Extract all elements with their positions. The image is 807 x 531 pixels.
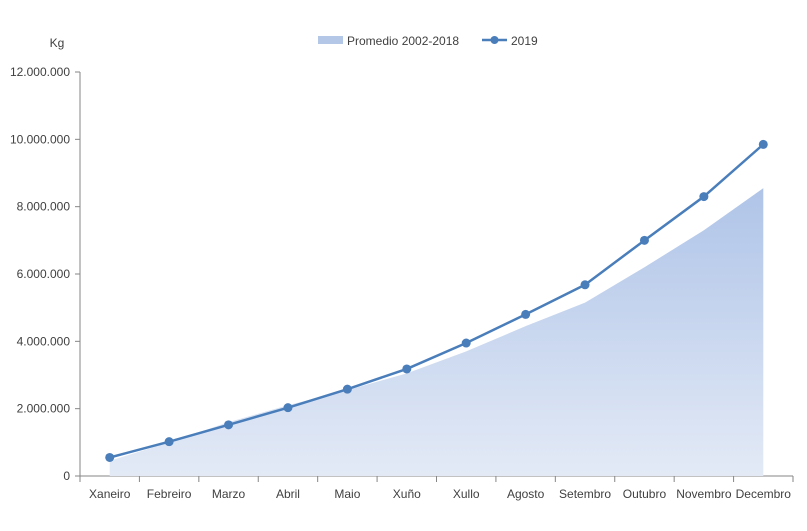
legend: Promedio 2002-2018 2019 [318, 34, 538, 48]
y-tick-label: 10.000.000 [10, 132, 70, 146]
average-area [109, 188, 764, 476]
series-2019-line [109, 143, 765, 459]
series-2019-point [164, 437, 174, 447]
y-tick-label: 12.000.000 [10, 65, 70, 79]
y-tick-label: 4.000.000 [17, 334, 71, 348]
average-area-layer [109, 188, 764, 476]
legend-swatch-average [318, 36, 343, 44]
x-tick-label: Febreiro [147, 487, 192, 501]
y-axis-label: Kg [50, 36, 65, 50]
series-2019-point [639, 235, 649, 245]
series-2019-point [521, 309, 531, 319]
legend-swatch-2019-marker [490, 36, 499, 44]
x-tick-label: Xaneiro [89, 487, 131, 501]
axes: 0 2.000.000 4.000.000 6.000.000 8.000.000 10.… [10, 65, 794, 501]
y-tick-label: 0 [63, 469, 70, 483]
legend-label-2019: 2019 [511, 34, 538, 48]
y-tick-label: 2.000.000 [17, 402, 71, 416]
series-2019-layer [105, 139, 768, 462]
x-tick-label: Outubro [623, 487, 667, 501]
x-tick-label: Maio [334, 487, 360, 501]
y-tick-label: 8.000.000 [17, 200, 71, 214]
x-tick-label: Marzo [212, 487, 246, 501]
x-tick-label: Abril [276, 487, 300, 501]
x-tick-label: Xuño [393, 487, 421, 501]
series-2019-point [105, 452, 115, 462]
series-2019-point [342, 384, 352, 394]
series-2019-point [580, 280, 590, 290]
x-tick-label: Setembro [559, 487, 611, 501]
x-tick-label: Novembro [676, 487, 732, 501]
y-tick-label: 6.000.000 [17, 267, 71, 281]
x-tick-label: Agosto [507, 487, 545, 501]
x-tick-label: Xullo [453, 487, 480, 501]
series-2019-point [758, 139, 768, 149]
series-2019-point [461, 338, 471, 348]
series-2019-point [699, 192, 709, 202]
series-2019-point [224, 420, 234, 430]
series-2019-point [283, 403, 293, 413]
x-tick-label: Decembro [736, 487, 792, 501]
series-2019-point [402, 364, 412, 374]
legend-label-average: Promedio 2002-2018 [347, 34, 459, 48]
